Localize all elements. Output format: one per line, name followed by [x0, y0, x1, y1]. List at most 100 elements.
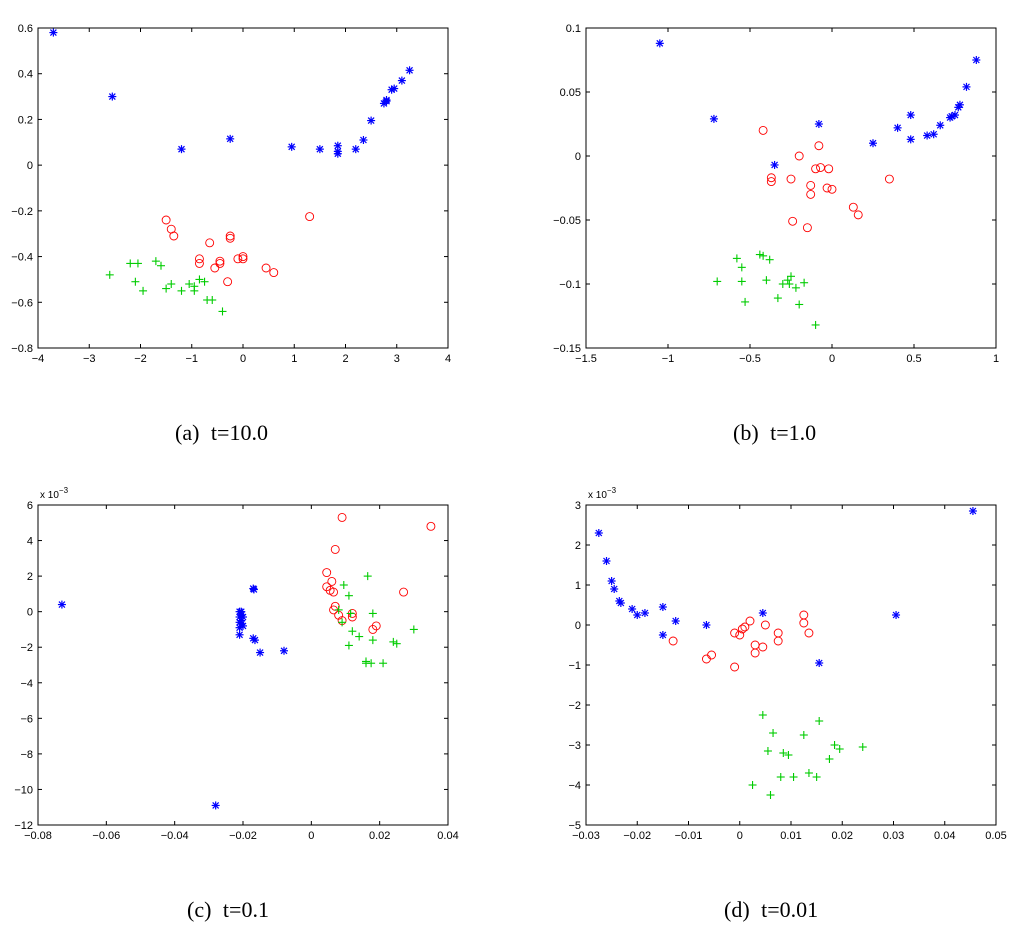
x-tick-label-a: 4 [445, 353, 451, 365]
data-point-star-a [333, 149, 342, 158]
data-point-star-a [382, 96, 391, 104]
y-tick-label-b: 0.1 [566, 23, 581, 35]
data-point-plus-d [776, 773, 785, 781]
x-tick-label-c: −0.02 [229, 830, 257, 842]
x-tick-label-a: −3 [83, 353, 96, 365]
data-point-plus-c [344, 591, 353, 600]
data-point-plus-a [139, 286, 148, 295]
data-point-plus-c [346, 609, 355, 618]
panel-c: −0.08 −0.06 −0.04 −0.02 0 0.02 0.04 −12 −10 −8 −6 −… [14, 486, 458, 842]
y-tick-label-d: −3 [568, 740, 581, 752]
data-point-plus-c [355, 632, 364, 641]
data-point-circle-a [305, 212, 315, 222]
data-point-circle-c [329, 587, 338, 597]
data-point-plus-a [185, 280, 194, 288]
data-point-star-c [256, 648, 265, 657]
y-tick-label-b: −0.05 [553, 215, 581, 227]
data-point-plus-a [190, 286, 199, 295]
y-tick-label-a: −0.2 [11, 206, 33, 218]
caption-b-label: (b) [733, 420, 759, 445]
x-tick-label-a: 1 [291, 353, 297, 365]
caption-a: (a) t=10.0 [175, 420, 268, 445]
data-point-star-a [287, 142, 296, 151]
x-tick-label-b: −0.5 [739, 353, 761, 365]
data-point-plus-c [363, 572, 372, 581]
data-point-plus-b [795, 300, 804, 309]
plot-frame-a [37, 27, 449, 349]
data-point-circle-b [853, 210, 863, 220]
data-point-star-d [702, 621, 711, 629]
data-point-plus-d [784, 751, 793, 759]
data-point-circle-a [215, 256, 225, 266]
x-tick-label-d: −0.01 [675, 830, 703, 842]
data-point-circle-c [337, 512, 347, 522]
data-point-circle-b [806, 189, 816, 199]
y-tick-label-c: 2 [27, 571, 33, 583]
x-tick-label-a: −4 [32, 353, 45, 365]
data-point-star-c [235, 630, 244, 639]
data-point-star-d [892, 611, 901, 619]
caption-d-value: t=0.01 [761, 897, 818, 922]
data-point-circle-d [750, 648, 760, 658]
data-point-star-a [351, 145, 360, 154]
y-tick-label-d: 0 [575, 620, 581, 632]
y-tick-label-a: 0.4 [18, 69, 33, 81]
y-tick-label-b: 0 [575, 151, 581, 163]
data-point-star-d [968, 507, 977, 515]
data-point-plus-b [811, 320, 820, 329]
data-point-circle-d [760, 620, 770, 630]
data-point-circle-a [161, 215, 171, 225]
data-point-star-a [397, 76, 406, 85]
x-tick-label-d: −0.02 [623, 830, 651, 842]
y-tick-label-a: 0.2 [18, 114, 33, 126]
data-point-circle-d [799, 618, 809, 628]
data-point-plus-d [799, 731, 808, 739]
data-point-plus-c [344, 641, 353, 650]
data-point-circle-b [824, 164, 834, 174]
data-point-star-d [758, 609, 767, 617]
data-point-star-b [906, 111, 915, 120]
data-point-star-c [250, 636, 259, 645]
data-point-plus-b [800, 278, 809, 287]
data-point-circle-d [737, 624, 747, 634]
caption-c-value: t=0.1 [223, 897, 269, 922]
caption-d-label: (d) [724, 897, 750, 922]
data-point-circle-a [194, 258, 204, 268]
data-point-plus-b [791, 283, 800, 292]
data-point-circle-b [816, 163, 825, 172]
data-point-circle-d [773, 636, 783, 646]
data-point-circle-c [399, 587, 409, 597]
x-tick-label-d: 0.04 [934, 830, 955, 842]
data-point-circle-d [773, 628, 783, 638]
caption-a-value: t=10.0 [211, 420, 268, 445]
x-tick-label-d: 0 [737, 830, 743, 842]
data-point-circle-d [750, 640, 760, 650]
data-point-plus-c [389, 637, 398, 646]
data-point-plus-d [766, 791, 775, 799]
caption-a-label: (a) [175, 420, 199, 445]
data-point-plus-b [755, 250, 764, 259]
data-point-star-c [249, 585, 258, 594]
caption-b: (b) t=1.0 [733, 420, 816, 445]
data-point-star-d [671, 617, 680, 625]
data-point-star-d [633, 611, 642, 619]
data-point-plus-b [785, 280, 794, 288]
data-point-star-b [929, 130, 938, 139]
y-exponent-label-d: x 10−3 [588, 486, 617, 501]
data-point-plus-c [379, 659, 388, 668]
x-tick-label-c: −0.04 [161, 830, 189, 842]
x-tick-label-b: −1.5 [575, 353, 597, 365]
data-point-circle-b [802, 223, 812, 233]
data-point-star-c [57, 600, 66, 609]
x-tick-label-b: 0.5 [906, 353, 921, 365]
data-point-plus-b [732, 254, 741, 263]
x-tick-label-d: 0.03 [883, 830, 904, 842]
data-point-circle-d [735, 630, 745, 640]
data-point-star-d [594, 529, 603, 537]
data-point-star-d [607, 577, 616, 585]
data-point-star-c [239, 621, 247, 630]
x-tick-label-a: −1 [185, 353, 198, 365]
y-tick-label-b: −0.15 [553, 343, 581, 355]
data-point-star-c [239, 613, 247, 621]
data-point-circle-a [223, 277, 233, 287]
